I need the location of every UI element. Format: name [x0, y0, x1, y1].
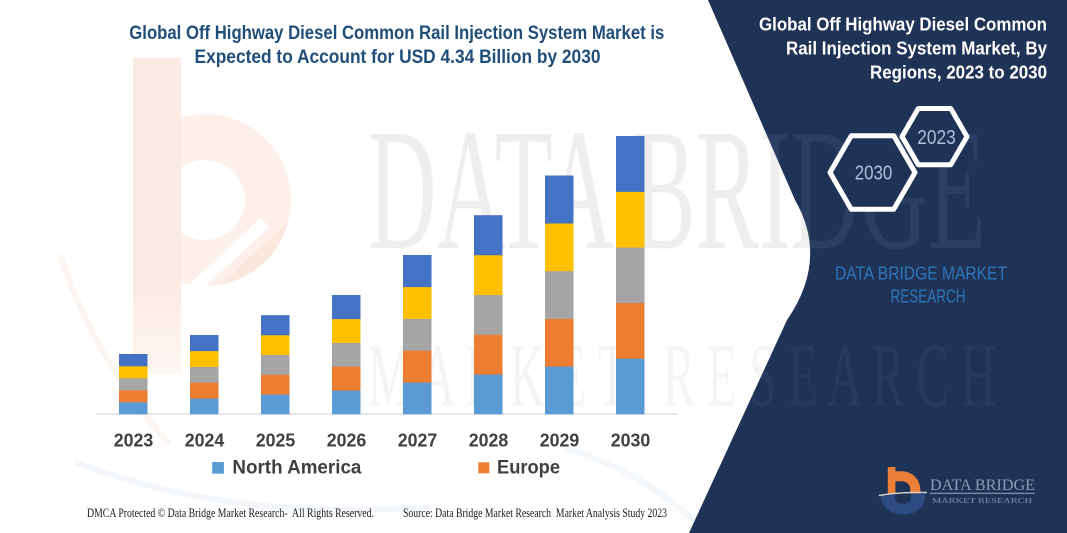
svg-text:DATA BRIDGE MARKET: DATA BRIDGE MARKET [835, 263, 1007, 284]
svg-text:2026: 2026 [327, 430, 367, 451]
svg-text:2024: 2024 [185, 430, 225, 451]
svg-text:RESEARCH: RESEARCH [891, 285, 966, 306]
svg-text:2030: 2030 [611, 430, 651, 451]
svg-text:Europe: Europe [497, 458, 560, 479]
svg-text:DATA BRIDGE: DATA BRIDGE [930, 477, 1035, 494]
svg-text:Regions, 2023 to 2030: Regions, 2023 to 2030 [870, 62, 1047, 83]
svg-text:2023: 2023 [114, 430, 154, 451]
svg-text:2029: 2029 [540, 430, 580, 451]
svg-text:2027: 2027 [398, 430, 438, 451]
svg-text:North America: North America [232, 457, 361, 478]
svg-text:2025: 2025 [256, 430, 296, 451]
svg-text:2028: 2028 [469, 430, 509, 451]
svg-text:MARKET RESEARCH: MARKET RESEARCH [932, 497, 1032, 505]
svg-text:2023: 2023 [917, 127, 956, 149]
svg-text:2030: 2030 [855, 163, 893, 185]
svg-text:Global Off Highway Diesel Comm: Global Off Highway Diesel Common [759, 14, 1047, 35]
svg-text:Source: Data Bridge Market Res: Source: Data Bridge Market Research Mark… [403, 506, 667, 520]
svg-text:Global Off Highway Diesel Comm: Global Off Highway Diesel Common Rail In… [129, 23, 664, 44]
svg-text:Rail Injection System Market,: Rail Injection System Market, By [786, 38, 1048, 59]
svg-text:DMCA Protected © Data Bridge M: DMCA Protected © Data Bridge Market Rese… [87, 506, 374, 520]
svg-text:M A R K E T R E S E A R C H: M A R K E T R E S E A R C H [368, 327, 996, 426]
svg-text:Expected to Account for USD 4.: Expected to Account for USD 4.34 Billion… [195, 47, 601, 68]
svg-text:DATA BRIDGE: DATA BRIDGE [368, 93, 986, 286]
